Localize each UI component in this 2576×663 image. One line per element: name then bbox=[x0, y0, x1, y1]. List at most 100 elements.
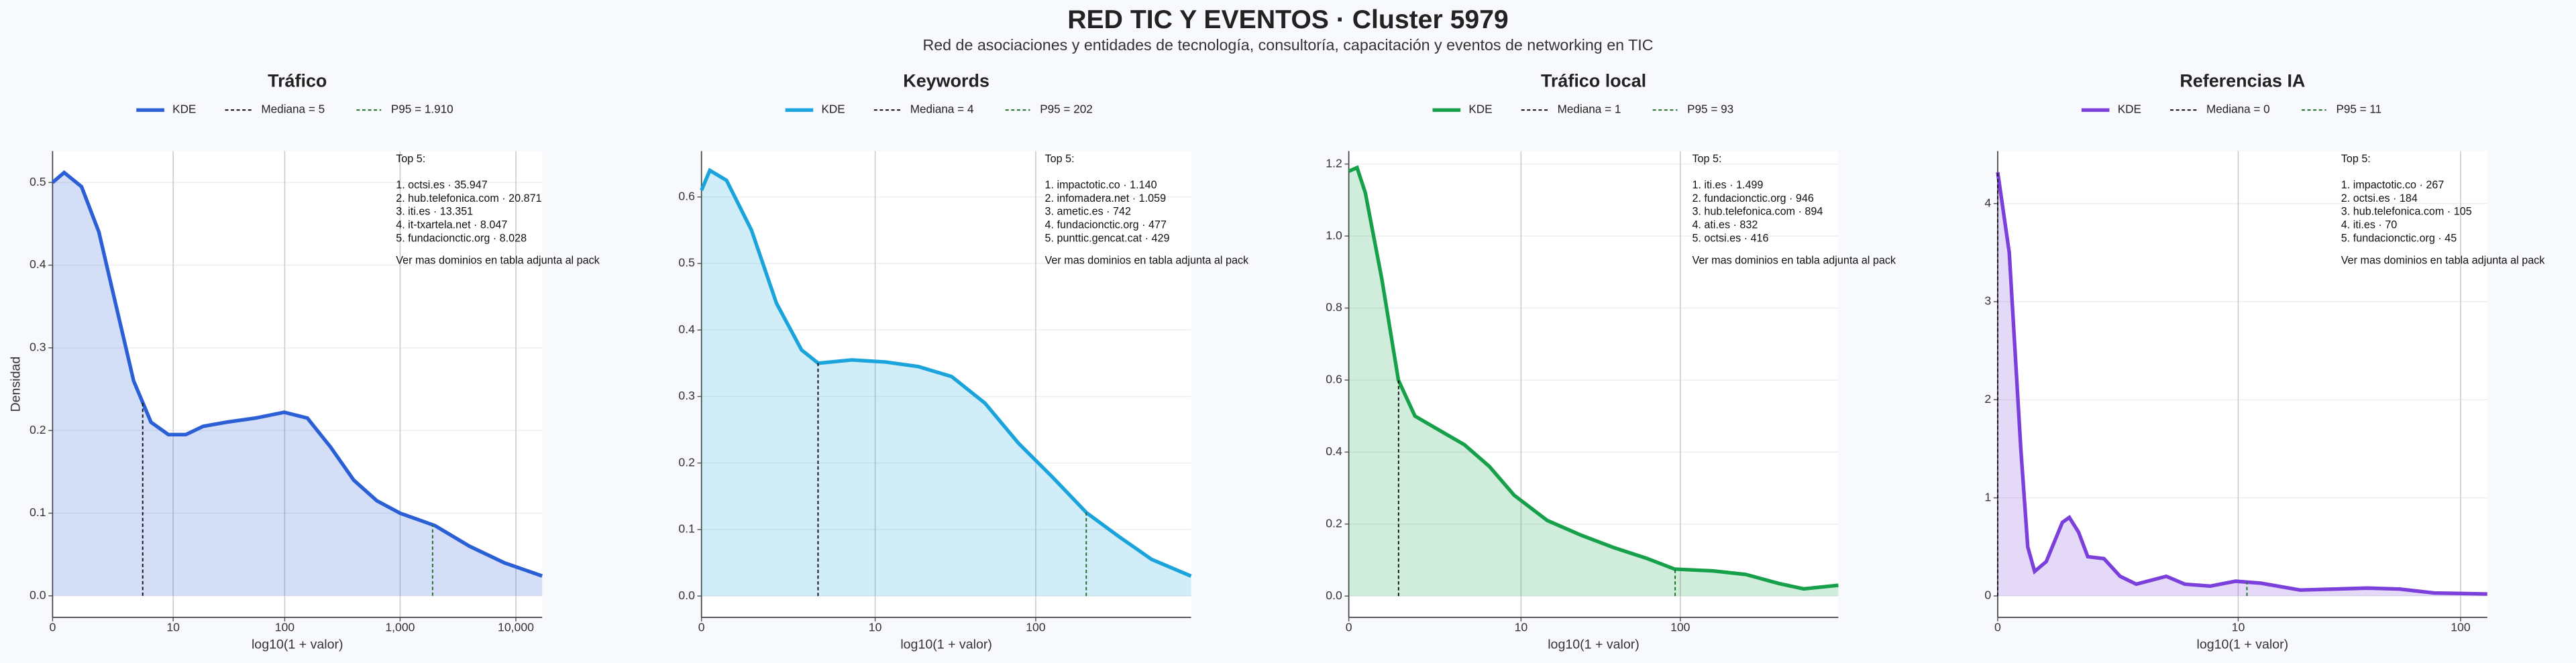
y-tick-label: 2 bbox=[1984, 392, 1991, 406]
y-tick-label: 4 bbox=[1984, 196, 1991, 209]
y-tick-label: 0.4 bbox=[30, 257, 46, 271]
y-tick-label: 0.6 bbox=[678, 189, 695, 202]
kde-line bbox=[1348, 165, 1839, 591]
annotation-item: 5. fundacionctic.org · 45 bbox=[2341, 232, 2457, 244]
legend-label: KDE bbox=[821, 103, 845, 116]
y-tick-label: 0.3 bbox=[678, 389, 695, 402]
y-tick-label: 1.0 bbox=[1326, 229, 1342, 242]
kde-area bbox=[701, 170, 1191, 597]
chart-title: Keywords bbox=[903, 71, 989, 91]
annotation-footer: Ver mas dominios en tabla adjunta al pac… bbox=[2341, 255, 2545, 267]
y-tick-label: 0 bbox=[1984, 589, 1991, 602]
annotation-footer: Ver mas dominios en tabla adjunta al pac… bbox=[1045, 255, 1249, 267]
annotation-item: 4. ati.es · 832 bbox=[1692, 219, 1758, 231]
annotation-item: 4. fundacionctic.org · 477 bbox=[1045, 219, 1167, 231]
legend-label: KDE bbox=[2118, 103, 2141, 116]
x-tick-label: 10 bbox=[166, 620, 180, 634]
x-tick-label: 10 bbox=[2232, 620, 2245, 634]
y-tick-label: 0.4 bbox=[678, 322, 695, 336]
annotation-heading: Top 5: bbox=[2341, 153, 2371, 165]
kde-area bbox=[1348, 168, 1839, 597]
legend-label: P95 = 93 bbox=[1687, 103, 1733, 116]
page-title: RED TIC Y EVENTOS · Cluster 5979 bbox=[1067, 5, 1508, 34]
annotation-item: 3. hub.telefonica.com · 105 bbox=[2341, 206, 2472, 218]
kde-line bbox=[1996, 172, 2487, 596]
annotation-item: 1. impactotic.co · 1.140 bbox=[1045, 179, 1157, 191]
y-tick-label: 0.0 bbox=[678, 589, 695, 602]
annotation-heading: Top 5: bbox=[396, 153, 425, 165]
y-tick-label: 0.2 bbox=[30, 423, 46, 436]
x-tick-label: 100 bbox=[275, 620, 295, 634]
x-tick-label: 0 bbox=[1994, 620, 2001, 634]
legend-label: KDE bbox=[1468, 103, 1492, 116]
y-tick-label: 0.3 bbox=[30, 341, 46, 354]
legend-label: P95 = 1.910 bbox=[391, 103, 453, 116]
x-axis-label: log10(1 + valor) bbox=[252, 638, 343, 652]
x-tick-label: 100 bbox=[2451, 620, 2471, 634]
x-axis-label: log10(1 + valor) bbox=[900, 638, 992, 652]
x-axis-label: log10(1 + valor) bbox=[2197, 638, 2289, 652]
annotation-item: 1. iti.es · 1.499 bbox=[1692, 179, 1763, 191]
annotation-item: 2. hub.telefonica.com · 20.871 bbox=[396, 192, 541, 204]
legend-label: Mediana = 4 bbox=[910, 103, 974, 116]
annotation-item: 5. fundacionctic.org · 8.028 bbox=[396, 232, 527, 244]
x-tick-label: 0 bbox=[49, 620, 56, 634]
y-tick-label: 1.2 bbox=[1326, 156, 1342, 170]
x-tick-label: 100 bbox=[1670, 620, 1690, 634]
kde-line bbox=[700, 168, 1192, 578]
legend-label: KDE bbox=[172, 103, 196, 116]
y-tick-label: 0.6 bbox=[1326, 373, 1342, 386]
y-tick-label: 0.0 bbox=[1326, 589, 1342, 602]
y-axis-label: Densidad bbox=[9, 357, 23, 412]
y-tick-label: 0.1 bbox=[678, 522, 695, 536]
chart-title: Tráfico bbox=[268, 71, 327, 91]
page-subtitle: Red de asociaciones y entidades de tecno… bbox=[922, 36, 1653, 54]
kde-line bbox=[51, 170, 543, 578]
legend-label: Mediana = 5 bbox=[261, 103, 325, 116]
y-tick-label: 0.2 bbox=[678, 455, 695, 469]
legend-label: Mediana = 1 bbox=[1558, 103, 1621, 116]
annotation-item: 4. iti.es · 70 bbox=[2341, 219, 2398, 231]
annotation-footer: Ver mas dominios en tabla adjunta al pac… bbox=[396, 255, 600, 267]
legend-label: Mediana = 0 bbox=[2206, 103, 2270, 116]
x-axis-label: log10(1 + valor) bbox=[1548, 638, 1640, 652]
annotation-footer: Ver mas dominios en tabla adjunta al pac… bbox=[1692, 255, 1896, 267]
annotation-item: 5. octsi.es · 416 bbox=[1692, 232, 1768, 244]
y-tick-label: 0.4 bbox=[1326, 444, 1342, 458]
chart-title: Tráfico local bbox=[1541, 71, 1646, 91]
plot-area bbox=[1997, 151, 2487, 617]
y-tick-label: 0.1 bbox=[30, 505, 46, 519]
annotation-item: 3. ametic.es · 742 bbox=[1045, 206, 1131, 218]
x-tick-label: 10 bbox=[1515, 620, 1528, 634]
x-tick-label: 0 bbox=[1346, 620, 1352, 634]
x-tick-label: 100 bbox=[1026, 620, 1046, 634]
plot-area bbox=[701, 151, 1191, 617]
annotation-item: 2. octsi.es · 184 bbox=[2341, 192, 2418, 204]
chart-title: Referencias IA bbox=[2180, 71, 2305, 91]
y-tick-label: 3 bbox=[1984, 294, 1991, 308]
x-tick-label: 10 bbox=[869, 620, 882, 634]
legend-label: P95 = 11 bbox=[2336, 103, 2381, 116]
annotation-item: 5. punttic.gencat.cat · 429 bbox=[1045, 232, 1170, 244]
annotation-item: 2. infomadera.net · 1.059 bbox=[1045, 192, 1167, 204]
annotation-heading: Top 5: bbox=[1045, 153, 1075, 165]
y-tick-label: 0.8 bbox=[1326, 300, 1342, 314]
kde-area bbox=[52, 172, 543, 596]
y-tick-label: 0.5 bbox=[678, 256, 695, 269]
x-tick-label: 10,000 bbox=[498, 620, 534, 634]
annotation-item: 2. fundacionctic.org · 946 bbox=[1692, 192, 1813, 204]
y-tick-label: 0.0 bbox=[30, 588, 46, 601]
x-tick-label: 1,000 bbox=[385, 620, 415, 634]
y-tick-label: 1 bbox=[1984, 490, 1991, 503]
annotation-item: 1. octsi.es · 35.947 bbox=[396, 179, 488, 191]
y-tick-label: 0.2 bbox=[1326, 516, 1342, 530]
annotation-item: 1. impactotic.co · 267 bbox=[2341, 179, 2445, 191]
x-tick-label: 0 bbox=[698, 620, 705, 634]
annotation-item: 3. iti.es · 13.351 bbox=[396, 206, 473, 218]
legend-label: P95 = 202 bbox=[1040, 103, 1093, 116]
annotation-item: 4. it-txartela.net · 8.047 bbox=[396, 219, 507, 231]
annotation-item: 3. hub.telefonica.com · 894 bbox=[1692, 206, 1823, 218]
y-tick-label: 0.5 bbox=[30, 175, 46, 188]
annotation-heading: Top 5: bbox=[1692, 153, 1721, 165]
